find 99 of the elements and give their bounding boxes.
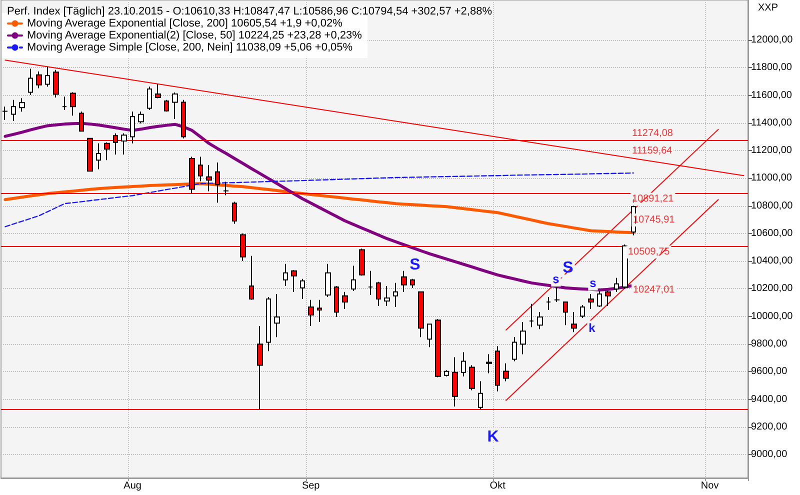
candlestick bbox=[291, 270, 297, 292]
candlestick bbox=[62, 96, 67, 110]
y-tick-label: 11400,00 bbox=[751, 117, 792, 128]
candlestick bbox=[11, 99, 16, 122]
candlestick bbox=[427, 324, 432, 348]
y-tick-label: 11800,00 bbox=[751, 62, 792, 74]
candlestick bbox=[2, 106, 8, 121]
candlestick bbox=[28, 68, 33, 96]
candlestick bbox=[435, 318, 441, 378]
y-axis-title: XXP bbox=[758, 2, 778, 14]
annotation: s bbox=[590, 276, 597, 290]
x-tick-label: Aug bbox=[124, 480, 142, 492]
candlestick bbox=[130, 111, 135, 144]
candlestick bbox=[605, 290, 611, 307]
candlestick bbox=[444, 370, 449, 377]
candlestick bbox=[147, 86, 152, 110]
x-tick-label: Okt bbox=[490, 480, 506, 492]
x-tick-label: Sep bbox=[302, 480, 320, 492]
candlestick bbox=[452, 356, 458, 407]
candlestick bbox=[155, 84, 161, 99]
candlestick bbox=[520, 322, 526, 355]
candlestick bbox=[554, 286, 560, 302]
y-tick-label: 9400,00 bbox=[751, 394, 788, 405]
candlestick bbox=[486, 354, 492, 374]
candlestick bbox=[512, 336, 517, 362]
candlestick bbox=[198, 156, 203, 182]
candlestick bbox=[274, 293, 280, 338]
candlestick bbox=[36, 71, 42, 89]
candlestick bbox=[19, 98, 25, 112]
candlestick bbox=[401, 270, 407, 292]
candlestick bbox=[317, 299, 322, 323]
candlestick bbox=[461, 352, 466, 377]
candlestick bbox=[334, 286, 339, 318]
y-tick-label: 12000,00 bbox=[751, 34, 794, 46]
candlestick bbox=[368, 270, 373, 296]
legend-label: Moving Average Simple [Close, 200, Nein] 11038,09 +5,06 +0,05% bbox=[27, 42, 353, 54]
candlestick bbox=[529, 303, 534, 328]
candlestick bbox=[249, 255, 254, 300]
annotation: k bbox=[588, 321, 596, 335]
candlestick bbox=[469, 364, 475, 391]
y-tick-label: 10600,00 bbox=[751, 228, 794, 239]
legend-label: Moving Average Exponential [Close, 200] 10605,54 +1,9 +0,02% bbox=[27, 18, 343, 30]
candlestick bbox=[45, 66, 50, 88]
candlestick bbox=[342, 291, 348, 310]
y-tick-label: 10800,00 bbox=[751, 200, 794, 212]
annotation: S bbox=[410, 256, 421, 274]
candlestick bbox=[79, 111, 84, 132]
candlestick bbox=[563, 301, 568, 326]
candlestick bbox=[232, 201, 237, 224]
candlestick bbox=[597, 290, 602, 308]
candlestick bbox=[588, 293, 594, 310]
candlestick bbox=[283, 263, 288, 286]
y-tick-label: 9800,00 bbox=[751, 338, 788, 350]
candlestick bbox=[537, 312, 543, 330]
candlestick bbox=[614, 277, 619, 292]
candlestick bbox=[495, 346, 500, 392]
candlestick bbox=[546, 296, 551, 311]
legend-label: Moving Average Exponential(2) [Close, 50] 10224,25 +23,28 +0,23% bbox=[27, 30, 362, 42]
y-tick-label: 11200,00 bbox=[751, 145, 792, 156]
y-tick-label: 10400,00 bbox=[751, 256, 794, 267]
line-series bbox=[4, 172, 634, 228]
candlestick bbox=[206, 164, 212, 192]
annotation: K bbox=[487, 428, 500, 446]
candlestick bbox=[478, 380, 483, 410]
y-tick-label: 11600,00 bbox=[751, 90, 792, 101]
annotation: S bbox=[562, 260, 574, 276]
candlestick bbox=[164, 99, 169, 112]
ref-line-label: 11274,08 bbox=[632, 128, 674, 139]
candlestick bbox=[410, 278, 415, 288]
candlestick bbox=[393, 282, 398, 308]
candlestick bbox=[300, 278, 305, 300]
candlestick bbox=[503, 362, 509, 382]
candlestick bbox=[308, 299, 314, 327]
candlestick bbox=[223, 181, 229, 196]
y-tick-label: 10000,00 bbox=[751, 310, 794, 322]
candlestick bbox=[351, 265, 356, 292]
annotation: s bbox=[552, 272, 560, 286]
candlestick bbox=[266, 296, 271, 352]
candlestick bbox=[53, 69, 59, 98]
candlestick bbox=[580, 304, 585, 319]
candlestick bbox=[172, 92, 178, 120]
x-tick-label: Nov bbox=[700, 480, 719, 492]
y-tick-label: 11000,00 bbox=[751, 172, 792, 184]
text: Perf. Index [Täglich] 23.10.2015 - O:10610,33 H:10847,47 L:10586,96 C:10794,54 +302,57 +2,88% bbox=[7, 6, 492, 18]
annotation: 11159,64 bbox=[632, 146, 673, 156]
candlestick bbox=[138, 111, 144, 124]
y-tick-label: 9600,00 bbox=[751, 366, 788, 378]
candlestick bbox=[571, 312, 577, 333]
candlestick bbox=[418, 291, 424, 338]
y-tick-label: 9000,00 bbox=[751, 449, 788, 460]
y-tick-label: 9200,00 bbox=[751, 421, 788, 432]
y-tick-label: 10200,00 bbox=[751, 283, 794, 294]
candlestick bbox=[121, 132, 127, 155]
candlestick bbox=[376, 281, 381, 307]
candlestick bbox=[325, 263, 331, 298]
annotation: 10247,01 bbox=[633, 284, 676, 296]
candlestick bbox=[384, 285, 390, 307]
candlestick bbox=[70, 92, 76, 116]
candlestick bbox=[96, 142, 101, 170]
